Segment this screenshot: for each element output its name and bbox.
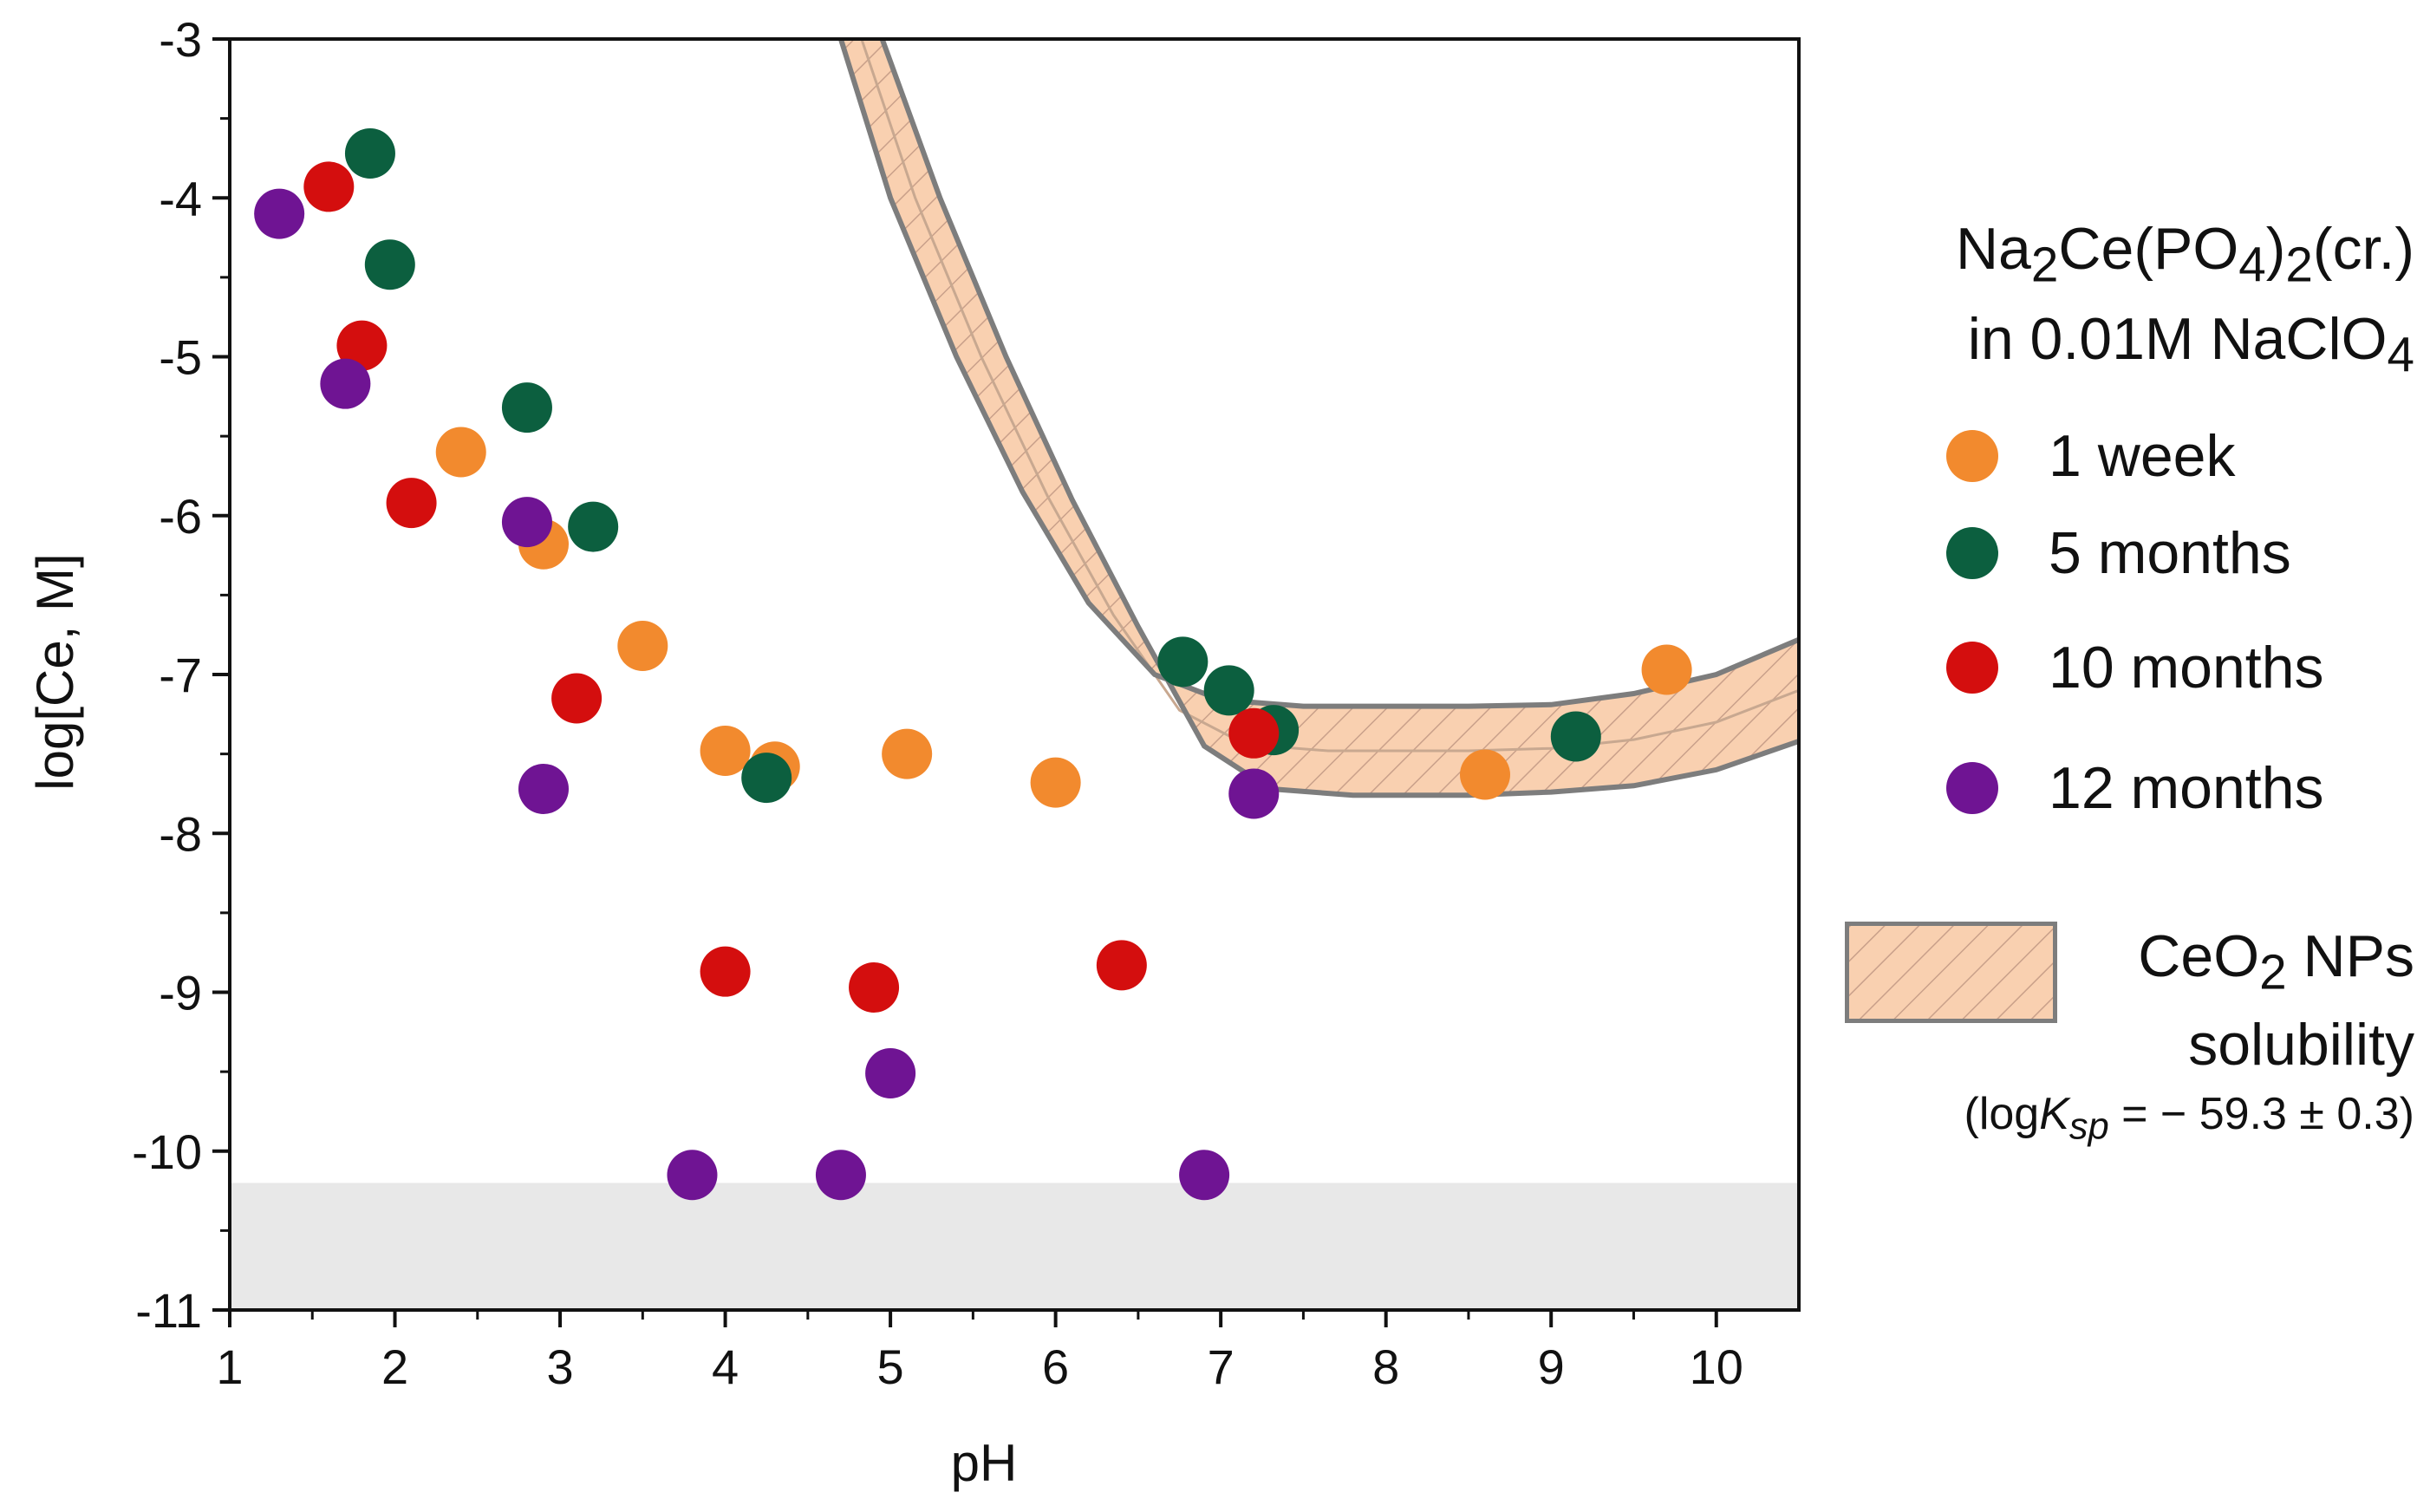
data-point-10-months (1096, 940, 1147, 991)
legend-marker-10-months (1946, 642, 1998, 694)
y-tick-label: -7 (159, 648, 202, 702)
data-point-10-months (336, 320, 388, 371)
legend-item-12-months: 12 months (1946, 753, 2324, 823)
band-legend-label: CeO2 NPs solubility (2063, 921, 2414, 1080)
x-tick-label: 1 (216, 1339, 243, 1394)
x-tick-label: 8 (1372, 1339, 1399, 1394)
y-tick-label: -11 (135, 1283, 202, 1338)
y-tick-label: -4 (159, 171, 202, 225)
legend-marker-12-months (1946, 762, 1998, 814)
data-point-1-week (1460, 749, 1510, 800)
data-point-5-months (568, 501, 619, 552)
data-point-12-months (501, 497, 552, 548)
data-point-5-months (344, 127, 395, 179)
band-legend-label-line2: solubility (2188, 1011, 2414, 1078)
data-point-5-months (1550, 711, 1601, 762)
band-legend-label-line1: CeO2 NPs (2138, 923, 2414, 1000)
data-point-1-week (435, 427, 486, 478)
y-axis-label: log[Ce, M] (26, 553, 84, 790)
data-point-10-months (849, 962, 900, 1013)
legend-marker-1-week (1946, 430, 1998, 482)
data-point-12-months (320, 358, 371, 409)
data-point-12-months (1228, 768, 1280, 819)
plot-frame (228, 37, 1801, 1312)
y-tick-label: -10 (132, 1124, 202, 1179)
x-tick-label: 2 (381, 1339, 408, 1394)
data-point-5-months (501, 382, 552, 433)
data-point-1-week (617, 621, 668, 672)
x-tick-label: 5 (877, 1339, 904, 1394)
legend-item-1-week: 1 week (1946, 421, 2235, 491)
x-tick-label: 4 (712, 1339, 739, 1394)
data-point-12-months (254, 188, 305, 239)
data-point-12-months (865, 1047, 916, 1098)
legend-item-10-months: 10 months (1946, 633, 2324, 702)
legend-label-1-week: 1 week (2049, 423, 2236, 489)
legend-marker-5-months (1946, 527, 1998, 579)
band-legend-swatch (1845, 922, 2057, 1023)
x-tick-label: 3 (546, 1339, 573, 1394)
y-tick-label: -3 (159, 12, 202, 67)
band-legend-note: (logKsp = − 59.3 ± 0.3) (1964, 1089, 2415, 1148)
legend-title-line1: Na2Ce(PO4)2(cr.) (1955, 216, 2414, 293)
x-tick-label: 6 (1042, 1339, 1069, 1394)
data-point-10-months (700, 946, 751, 997)
data-point-5-months (1157, 636, 1208, 688)
data-point-1-week (882, 728, 933, 779)
legend-label-10-months: 10 months (2049, 635, 2324, 701)
data-point-5-months (1203, 665, 1254, 716)
data-point-10-months (386, 478, 437, 529)
data-point-5-months (741, 753, 792, 804)
data-point-5-months (364, 239, 415, 290)
data-point-1-week (700, 725, 751, 776)
y-tick-label: -6 (159, 489, 202, 544)
data-point-1-week (1030, 757, 1081, 808)
data-point-12-months (518, 763, 569, 814)
legend-label-5-months: 5 months (2049, 520, 2291, 586)
legend-item-5-months: 5 months (1946, 518, 2291, 588)
data-point-1-week (1641, 644, 1692, 695)
detection-limit-region (230, 1183, 1799, 1310)
x-tick-label: 10 (1690, 1339, 1743, 1394)
x-tick-label: 7 (1208, 1339, 1235, 1394)
x-axis-label: pH (951, 1434, 1018, 1492)
data-point-10-months (1228, 707, 1280, 759)
data-point-10-months (551, 673, 603, 724)
y-tick-label: -9 (159, 966, 202, 1020)
data-point-12-months (1179, 1150, 1230, 1201)
data-point-12-months (815, 1150, 866, 1201)
data-point-10-months (303, 161, 355, 212)
y-tick-label: -8 (159, 806, 202, 861)
x-tick-label: 9 (1538, 1339, 1565, 1394)
y-tick-label: -5 (159, 330, 202, 385)
data-point-12-months (667, 1150, 718, 1201)
legend-label-12-months: 12 months (2049, 755, 2324, 821)
legend-title-line2: in 0.01M NaClO4 (1967, 305, 2414, 383)
legend-title: Na2Ce(PO4)2(cr.) in 0.01M NaClO4 (1773, 212, 2414, 392)
